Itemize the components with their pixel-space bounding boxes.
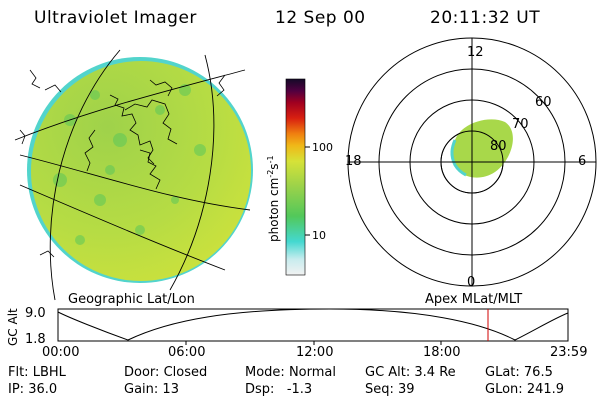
time-tick-1800: 18:00 bbox=[423, 345, 461, 360]
apex-caption: Apex MLat/MLT bbox=[425, 292, 523, 307]
status-door: Door: Closed bbox=[124, 365, 208, 380]
colorbar-scale bbox=[285, 78, 306, 276]
mlt-label-18: 18 bbox=[345, 154, 362, 169]
mlat-label-60: 60 bbox=[535, 95, 552, 110]
observation-time: 20:11:32 UT bbox=[430, 8, 541, 28]
observation-date: 12 Sep 00 bbox=[275, 8, 366, 28]
status-filter: Flt: LBHL bbox=[8, 365, 66, 380]
status-seq: Seq: 39 bbox=[365, 382, 415, 397]
mlat-label-70: 70 bbox=[512, 117, 529, 132]
status-glon: GLon: 241.9 bbox=[485, 382, 565, 397]
status-mode: Mode: Normal bbox=[245, 365, 336, 380]
time-tick-2359: 23:59 bbox=[550, 345, 588, 360]
status-glat: GLat: 76.5 bbox=[485, 365, 553, 380]
mlt-label-6: 6 bbox=[578, 154, 587, 169]
altitude-tick-bottom: 1.8 bbox=[25, 332, 46, 347]
time-tick-1200: 12:00 bbox=[296, 345, 334, 360]
auroral-image-mapped bbox=[451, 119, 513, 178]
time-tick-0600: 06:00 bbox=[168, 345, 206, 360]
emission-disk bbox=[31, 61, 251, 281]
status-gain: Gain: 13 bbox=[124, 382, 179, 397]
geographic-grid bbox=[14, 49, 251, 301]
emission-texture bbox=[53, 84, 206, 245]
status-gc-alt: GC Alt: 3.4 Re bbox=[365, 365, 456, 380]
altitude-axis-label: GC Alt bbox=[6, 308, 20, 346]
status-dsp: Dsp: -1.3 bbox=[245, 382, 313, 397]
mlt-label-12: 12 bbox=[467, 45, 484, 60]
instrument-title: Ultraviolet Imager bbox=[34, 8, 197, 28]
altitude-curve bbox=[57, 308, 569, 341]
colorbar-label-100: 100 bbox=[312, 141, 333, 154]
mlt-label-0: 0 bbox=[467, 275, 476, 290]
geographic-caption: Geographic Lat/Lon bbox=[68, 292, 195, 307]
time-tick-0000: 00:00 bbox=[42, 345, 80, 360]
auroral-image-edge bbox=[450, 139, 467, 177]
mlat-label-80: 80 bbox=[490, 139, 507, 154]
status-ip: IP: 36.0 bbox=[8, 382, 58, 397]
altitude-tick-top: 9.0 bbox=[25, 306, 46, 321]
colorbar-label-10: 10 bbox=[312, 229, 326, 242]
altitude-strip-frame bbox=[57, 308, 569, 342]
